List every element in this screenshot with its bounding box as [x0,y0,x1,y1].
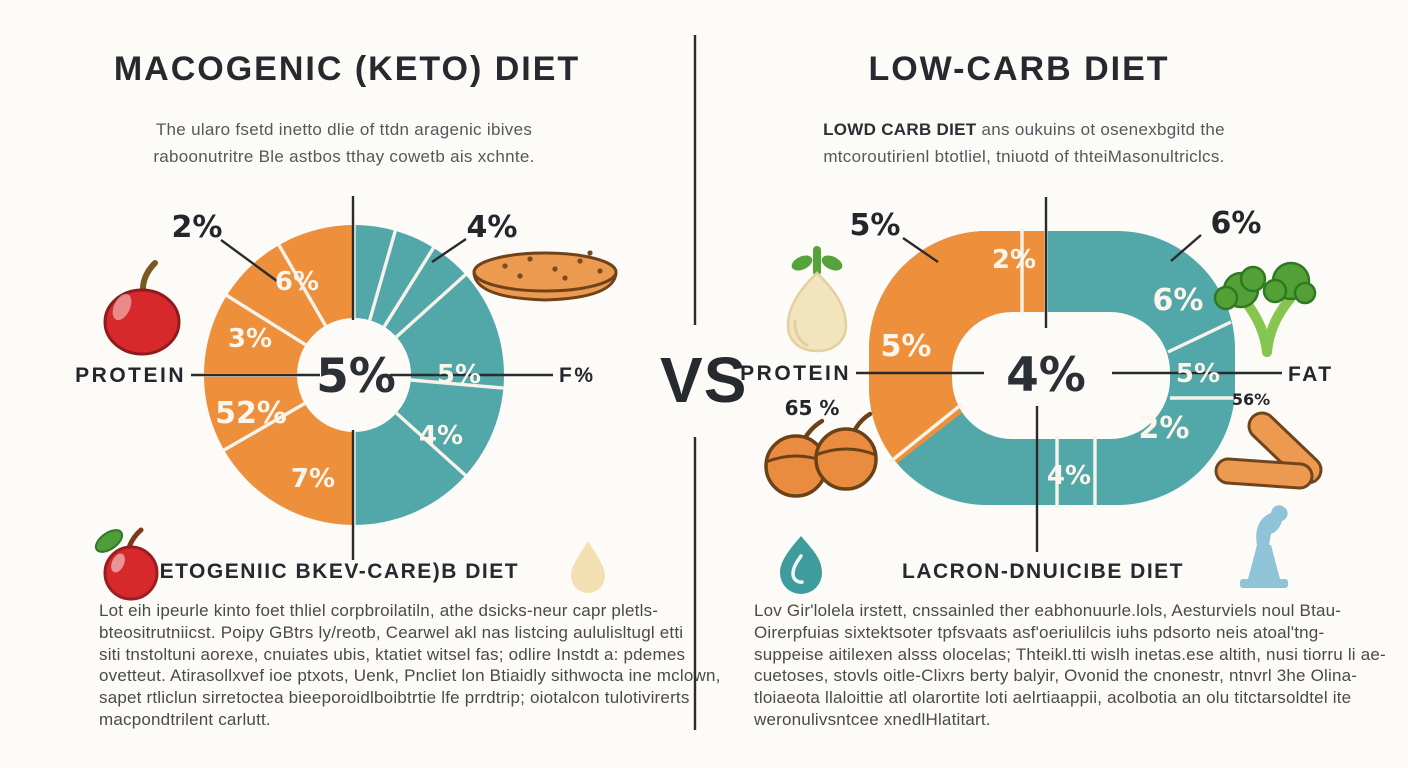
slice-label: 4% [1047,461,1091,491]
apple-icon [94,527,159,601]
callout-line [1170,234,1202,262]
right-body-line: cuetoses, stovls oitle-Clixrs berty baly… [754,666,1358,686]
left-subtitle-line2: raboonutritre Ble astbos tthay cowetb ai… [153,147,535,166]
drop-icon [571,541,605,593]
slice-label: 4% [419,421,463,451]
right-body-line: Lov Gir'lolela irstett, cnssainled ther … [754,601,1342,620]
fat-axis-value: 56% [1232,390,1270,409]
pear-icon [786,246,848,353]
left-section-heading: KETOGENIIC BKEV-CARE)B DIET [142,560,520,583]
right-body-line: weronulivsntcee xnedlHlatitart. [754,709,991,729]
fat-axis-label: F% [559,364,596,387]
left-panel-title: MACOGENIC (KETO) DIET [113,50,581,88]
fat-axis-label: FAT [1288,363,1334,386]
donut-center-label: 5% [316,349,396,404]
pawn-icon [1240,505,1288,588]
slice-label: 2% [992,245,1036,275]
right-panel-subtitle: LOWD CARB DIET ans oukuins ot osenexbgit… [823,116,1225,170]
callout-top-right-label: 6% [1211,206,1262,241]
slice-label: 5% [881,329,932,364]
left-body-line: sapet rtliclun sirretoctea bieeporoidlbo… [99,688,690,708]
slice-label: 52% [215,396,287,431]
left-body-line: Lot eih ipeurle kinto foet thliel corpbr… [99,601,659,620]
callout-line [431,238,467,263]
breadsticks-icon [1214,411,1323,490]
right-body-line: Oirerpfuias sixtektsoter tpfsvaats asf'o… [754,622,1325,642]
flame-icon [780,536,822,594]
broccoli-icon [1213,261,1317,357]
right-body-line: suppeise aitilexen alsss olocelas; Thtei… [754,644,1386,664]
callout-top-left-label: 5% [850,208,901,243]
right-subtitle-bold: LOWD CARB DIET [823,120,977,139]
ring-center-label: 4% [1006,348,1086,403]
vs-label: VS [660,344,748,416]
slice-label: 5% [1176,359,1220,389]
protein-axis-label: PROTEIN [75,364,186,387]
cherries-icon [764,411,878,498]
protein-axis-value: 65 % [785,396,840,420]
left-body-line: siti tnstoltuni aorexe, cnuiates ubis, k… [99,644,686,664]
callout-line [220,239,282,285]
right-subtitle-rest: ans oukuins ot osenexbgitd the [976,120,1225,139]
slice-label: 2% [1139,411,1190,446]
apple-icon [103,260,181,356]
slice-label: 5% [437,360,481,390]
right-body-text: Lov Gir'lolela irstett, cnssainled ther … [754,600,1386,731]
callout-top-left-label: 2% [172,210,223,245]
ring-crosshair [856,197,1282,552]
right-subtitle-line2: mtcoroutirienl btotliel, tniuotd of thte… [823,147,1225,166]
right-body-line: tloiaeota llaloittie atl olarortite loti… [754,688,1352,708]
slice-label: 6% [1153,283,1204,318]
left-body-text: Lot eih ipeurle kinto foet thliel corpbr… [99,600,721,731]
donut-crosshair [191,196,553,560]
callout-line [902,237,939,263]
left-body-line: macpondtrilent carlutt. [99,709,271,729]
left-body-line: ovetteut. Atirasollxvef ioe ptxots, Uenk… [99,666,721,686]
slice-label: 6% [275,267,319,297]
slice-label: 3% [228,324,272,354]
callout-top-right-label: 4% [467,210,518,245]
protein-axis-label: PROTEIN [740,362,851,385]
right-section-heading: LACRON-DNUICIBE DIET [902,560,1184,583]
lowcarb-donut-chart: 5% 6% 2% 5% 6% 5% 2% 4% 4% PROTEIN 65 % … [740,197,1334,552]
slice-label: 7% [291,464,335,494]
left-subtitle-line1: The ularo fsetd inetto dlie of ttdn arag… [155,120,533,139]
keto-donut-chart: 2% 4% 6% 3% 52% 7% 5% 4% 5% PROTEIN F% [75,196,596,560]
left-body-line: bteositrutniicst. Poipy GBtrs ly/reotb, … [99,622,684,642]
bread-icon [472,250,618,302]
left-panel-subtitle: The ularo fsetd inetto dlie of ttdn arag… [153,116,534,170]
right-subtitle-line1: LOWD CARB DIET ans oukuins ot osenexbgit… [823,116,1225,143]
right-panel-title: LOW-CARB DIET [868,50,1170,88]
